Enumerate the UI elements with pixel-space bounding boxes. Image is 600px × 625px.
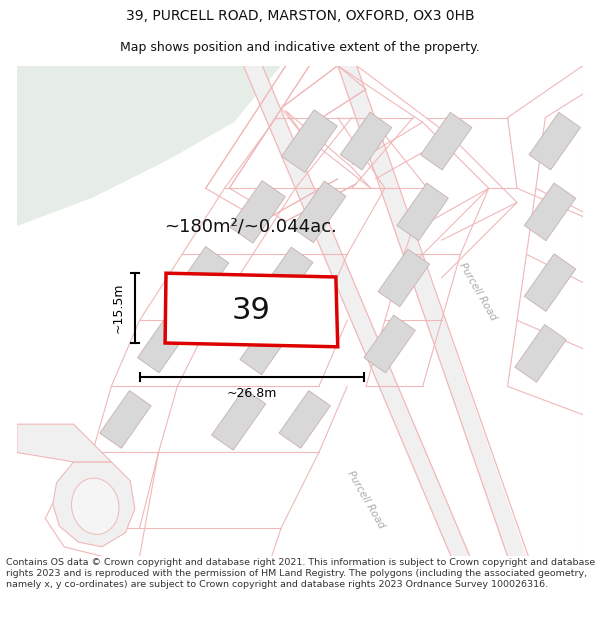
Text: Purcell Road: Purcell Road bbox=[457, 261, 498, 322]
Polygon shape bbox=[53, 462, 135, 547]
Polygon shape bbox=[421, 112, 472, 170]
Polygon shape bbox=[524, 254, 576, 311]
Polygon shape bbox=[515, 324, 566, 382]
Polygon shape bbox=[17, 424, 111, 462]
Text: 39, PURCELL ROAD, MARSTON, OXFORD, OX3 0HB: 39, PURCELL ROAD, MARSTON, OXFORD, OX3 0… bbox=[125, 9, 475, 23]
Ellipse shape bbox=[71, 478, 119, 534]
Text: ~15.5m: ~15.5m bbox=[112, 283, 124, 333]
Polygon shape bbox=[292, 181, 346, 243]
Polygon shape bbox=[397, 183, 448, 241]
Polygon shape bbox=[100, 391, 151, 448]
Polygon shape bbox=[529, 112, 580, 170]
Text: ~180m²/~0.044ac.: ~180m²/~0.044ac. bbox=[164, 217, 337, 235]
Polygon shape bbox=[340, 112, 392, 170]
Polygon shape bbox=[524, 183, 576, 241]
Text: ~26.8m: ~26.8m bbox=[227, 388, 277, 401]
Polygon shape bbox=[230, 181, 286, 243]
Polygon shape bbox=[173, 247, 229, 309]
Polygon shape bbox=[281, 110, 337, 173]
Polygon shape bbox=[259, 247, 313, 309]
Text: Purcell Road: Purcell Road bbox=[346, 469, 386, 530]
Polygon shape bbox=[137, 315, 189, 372]
Polygon shape bbox=[378, 249, 430, 307]
Text: 39: 39 bbox=[232, 296, 271, 326]
Polygon shape bbox=[240, 313, 294, 375]
Text: Map shows position and indicative extent of the property.: Map shows position and indicative extent… bbox=[120, 41, 480, 54]
Text: Contains OS data © Crown copyright and database right 2021. This information is : Contains OS data © Crown copyright and d… bbox=[6, 558, 595, 589]
Polygon shape bbox=[338, 66, 526, 556]
Polygon shape bbox=[364, 315, 415, 372]
Polygon shape bbox=[17, 66, 281, 226]
Polygon shape bbox=[165, 273, 338, 347]
Polygon shape bbox=[244, 66, 470, 556]
Polygon shape bbox=[279, 391, 331, 448]
Polygon shape bbox=[212, 389, 266, 450]
